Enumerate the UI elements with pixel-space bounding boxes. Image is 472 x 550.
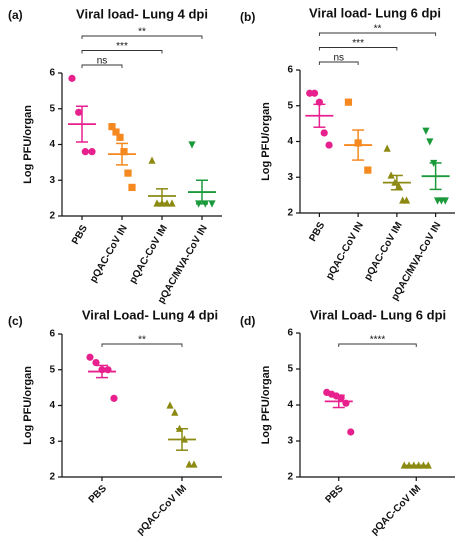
significance-bracket [101, 343, 183, 347]
data-point [68, 74, 76, 82]
panel-label: (a) [8, 8, 23, 22]
chart-title: Viral load- Lung 4 dpi [76, 6, 208, 21]
y-tick-label: 6 [49, 68, 55, 79]
significance-label: ** [374, 24, 382, 35]
y-axis-label: Log PFU/organ [22, 366, 34, 445]
data-point [344, 98, 353, 106]
significance-label: ns [333, 53, 344, 64]
significance-label: ns [97, 56, 108, 67]
y-tick-label: 4 [287, 136, 293, 147]
y-tick-label: 5 [287, 100, 293, 111]
x-tick-label: pQAC-CoV IM [362, 220, 404, 282]
significance-label: *** [116, 41, 128, 52]
data-point [81, 148, 89, 156]
y-tick-label: 6 [287, 65, 293, 76]
panel-label: (d) [240, 314, 255, 328]
y-axis-label: Log PFU/organ [260, 102, 272, 181]
data-point [208, 200, 216, 208]
y-tick-label: 2 [287, 472, 293, 483]
y-tick-label: 4 [49, 139, 55, 150]
x-tick-label: PBS [70, 223, 90, 247]
significance-bracket [81, 64, 123, 68]
data-point [383, 144, 391, 152]
data-point [166, 401, 174, 409]
data-point [124, 169, 132, 177]
y-tick-label: 2 [287, 208, 293, 219]
data-point [110, 394, 118, 402]
data-point [88, 148, 96, 156]
y-tick-label: 6 [287, 328, 293, 339]
y-tick-label: 5 [49, 364, 55, 375]
y-tick-label: 3 [49, 436, 55, 447]
y-tick-label: 2 [49, 211, 55, 222]
significance-label: **** [370, 335, 386, 346]
data-point [116, 133, 124, 141]
data-point [168, 199, 176, 207]
y-axis-label: Log PFU/organ [260, 365, 272, 444]
data-point [171, 408, 179, 416]
y-tick-label: 3 [287, 436, 293, 447]
significance-bracket [318, 32, 437, 36]
data-point [325, 141, 333, 149]
data-point [422, 127, 430, 135]
data-point [92, 359, 100, 367]
panel-label: (b) [240, 10, 255, 24]
data-point [347, 428, 355, 436]
significance-label: ** [138, 27, 146, 38]
chart-title: Viral Load- Lung 6 dpi [310, 307, 446, 322]
significance-label: ** [138, 335, 146, 346]
data-point [190, 460, 198, 468]
data-point [188, 141, 196, 149]
y-tick-label: 4 [49, 400, 55, 411]
data-point [120, 148, 128, 156]
significance-bracket [318, 61, 359, 65]
significance-bracket [338, 343, 417, 347]
y-tick-label: 5 [287, 364, 293, 375]
significance-label: *** [352, 38, 364, 49]
x-tick-label: pQAC-CoV IM [369, 483, 423, 537]
x-tick-label: pQAC-CoV IM [128, 223, 170, 285]
y-tick-label: 3 [49, 175, 55, 186]
x-tick-label: pQAC-CoV IN [88, 223, 130, 284]
chart-title: Viral load- Lung 6 dpi [309, 5, 441, 20]
data-point [320, 129, 328, 137]
y-tick-label: 4 [287, 400, 293, 411]
significance-bracket [318, 47, 398, 51]
chart-title: Viral Load- Lung 4 dpi [82, 307, 218, 322]
significance-bracket [81, 35, 203, 39]
data-point [112, 128, 120, 136]
data-point [364, 166, 372, 174]
y-tick-label: 6 [49, 329, 55, 340]
y-tick-label: 2 [49, 472, 55, 483]
data-point [441, 197, 449, 205]
x-tick-label: PBS [323, 483, 346, 506]
data-point [75, 108, 83, 116]
y-axis-label: Log PFU/organ [22, 105, 34, 184]
data-point [108, 123, 116, 131]
x-tick-label: pQAC-CoV IM [135, 483, 189, 537]
data-point [86, 353, 94, 361]
x-tick-label: PBS [87, 483, 110, 506]
data-point [426, 138, 434, 146]
x-tick-label: PBS [307, 220, 327, 244]
x-tick-label: pQAC-CoV IN [324, 220, 366, 281]
significance-bracket [81, 50, 163, 54]
y-tick-label: 5 [49, 103, 55, 114]
y-tick-label: 3 [287, 172, 293, 183]
data-point [185, 460, 193, 468]
data-point [148, 156, 156, 164]
data-point [310, 89, 319, 97]
panel-label: (c) [8, 314, 23, 328]
data-point [128, 183, 136, 191]
data-point [402, 196, 411, 204]
